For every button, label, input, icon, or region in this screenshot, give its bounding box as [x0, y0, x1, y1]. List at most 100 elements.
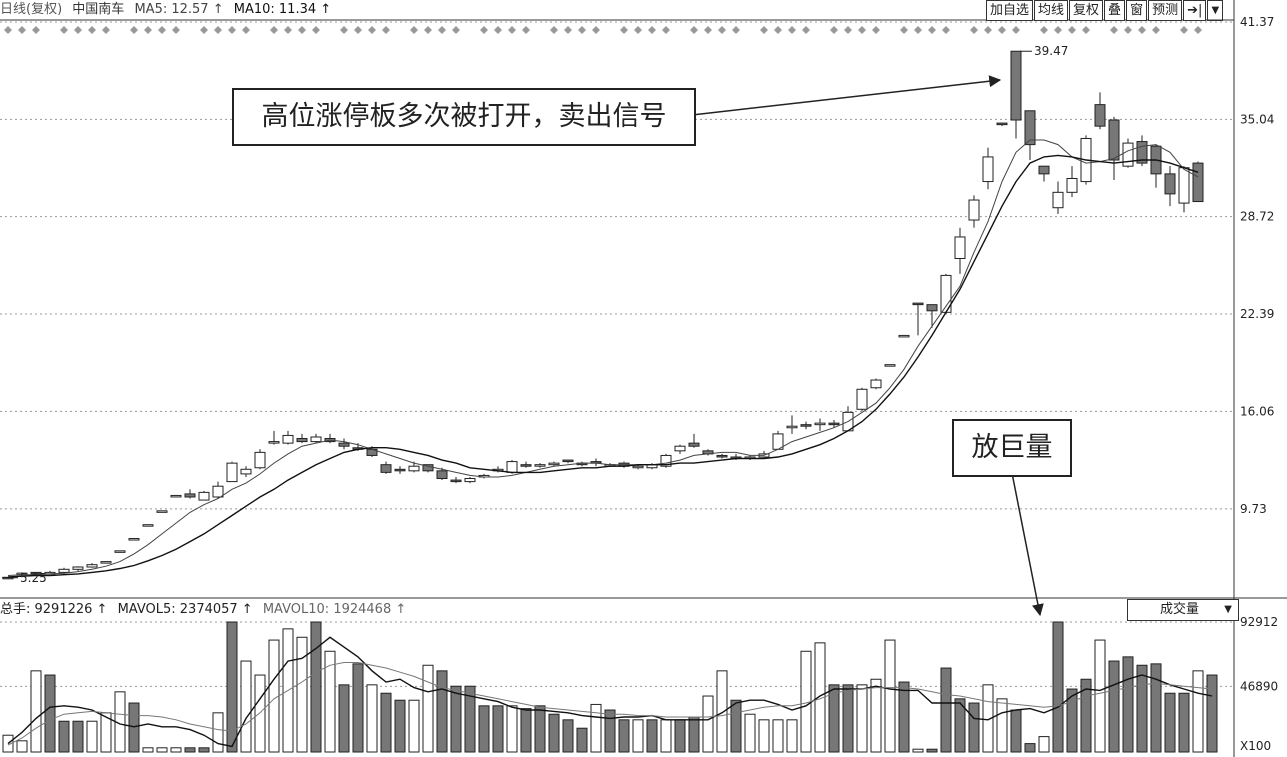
forecast-button[interactable]: 预测: [1148, 0, 1183, 21]
chart-toolbar: 加自选 均线 复权 叠 窗 预测 ➔| ▼: [986, 0, 1224, 22]
event-marker-icon: [914, 26, 922, 34]
jump-end-button[interactable]: ➔|: [1183, 0, 1207, 21]
event-marker-icon: [1138, 26, 1146, 34]
event-marker-icon: [88, 26, 96, 34]
volume-bar: [1136, 664, 1148, 753]
indicator-select[interactable]: 成交量 ▼: [1127, 599, 1239, 621]
volume-bar: [296, 636, 308, 753]
candle-body: [884, 364, 896, 367]
candle-body: [58, 568, 70, 573]
chevron-down-icon: ▼: [1224, 604, 1232, 615]
candle-body: [688, 442, 700, 447]
volume-bar: [702, 695, 714, 753]
candle-body: [982, 156, 994, 183]
event-marker-icon: [984, 26, 992, 34]
add-watchlist-button[interactable]: 加自选: [986, 0, 1034, 21]
volume-bar: [198, 747, 210, 753]
period-label[interactable]: 日线(复权): [0, 2, 63, 17]
event-marker-icon: [732, 26, 740, 34]
event-marker-icon: [172, 26, 180, 34]
event-marker-icon: [564, 26, 572, 34]
volume-bar: [156, 747, 168, 753]
event-marker-icon: [410, 26, 418, 34]
event-marker-icon: [942, 26, 950, 34]
volume-bar: [730, 699, 742, 753]
volume-bar: [786, 719, 798, 753]
candle-body: [1052, 191, 1064, 209]
moving-average-button[interactable]: 均线: [1034, 0, 1069, 21]
volume-bar: [1080, 678, 1092, 753]
candle-body: [996, 122, 1008, 126]
volume-bar: [72, 720, 84, 753]
candle-body: [1066, 177, 1078, 193]
volume-bar: [1024, 743, 1036, 753]
event-marker-icon: [144, 26, 152, 34]
candle-body: [828, 422, 840, 426]
volume-bar: [632, 719, 644, 753]
event-marker-icon: [662, 26, 670, 34]
candle-body: [926, 304, 938, 312]
volume-bar: [548, 713, 560, 753]
event-marker-icon: [60, 26, 68, 34]
candle-body: [310, 436, 322, 443]
event-marker-icon: [340, 26, 348, 34]
event-marker-icon: [718, 26, 726, 34]
volume-bar: [380, 692, 392, 753]
volume-bar: [226, 621, 238, 753]
volume-bar: [506, 705, 518, 753]
price-tick-label: 41.37: [1240, 15, 1274, 29]
candle-body: [226, 462, 238, 483]
volume-bar: [366, 684, 378, 753]
volume-bar: [310, 621, 322, 753]
volume-bar: [1066, 688, 1078, 753]
candle-body: [338, 442, 350, 447]
mavol5-line: [7, 636, 1213, 748]
volume-bar: [660, 719, 672, 753]
overlay-button[interactable]: 叠: [1104, 0, 1126, 21]
candle-body: [534, 464, 546, 467]
candle-body: [660, 454, 672, 467]
adjust-price-button[interactable]: 复权: [1069, 0, 1104, 21]
event-marker-icon: [802, 26, 810, 34]
candle-body: [408, 465, 420, 472]
event-marker-icon: [298, 26, 306, 34]
candle-body: [506, 461, 518, 473]
window-button[interactable]: 窗: [1126, 0, 1148, 21]
event-marker-icon: [872, 26, 880, 34]
mavol10-line: [7, 662, 1213, 746]
candle-body: [450, 479, 462, 483]
event-marker-icon: [1012, 26, 1020, 34]
event-marker-icon: [760, 26, 768, 34]
volume-bar: [604, 709, 616, 753]
volume-bar: [576, 727, 588, 753]
volume-bar: [170, 747, 182, 753]
event-marker-icon: [970, 26, 978, 34]
toolbar-dropdown-icon[interactable]: ▼: [1207, 0, 1224, 21]
candle-body: [800, 424, 812, 427]
volume-header: 总手: 9291226 ↑ MAVOL5: 2374057 ↑ MAVOL10:…: [0, 600, 412, 620]
volume-unit-label: X100: [1240, 739, 1271, 753]
indicator-select-label: 成交量: [1160, 602, 1200, 617]
volume-bar: [212, 712, 224, 753]
event-marker-icon: [438, 26, 446, 34]
volume-bar: [520, 708, 532, 753]
volume-arrow: [1011, 472, 1044, 617]
candle-body: [30, 571, 42, 575]
volume-bar: [758, 719, 770, 753]
volume-bar: [450, 685, 462, 753]
candle-body: [436, 470, 448, 480]
volume-bar: [1150, 663, 1162, 753]
candle-body: [1094, 104, 1106, 127]
candle-body: [954, 236, 966, 259]
event-marker-icon: [1124, 26, 1132, 34]
event-marker-icon: [424, 26, 432, 34]
candle-body: [716, 454, 728, 458]
event-marker-icon: [1110, 26, 1118, 34]
volume-bar: [1192, 670, 1204, 753]
event-marker-icon: [382, 26, 390, 34]
candle-body: [814, 422, 826, 426]
event-marker-icon: [592, 26, 600, 34]
candle-body: [1010, 50, 1022, 121]
volume-bar: [814, 642, 826, 753]
price-tick-label: 16.06: [1240, 404, 1274, 418]
